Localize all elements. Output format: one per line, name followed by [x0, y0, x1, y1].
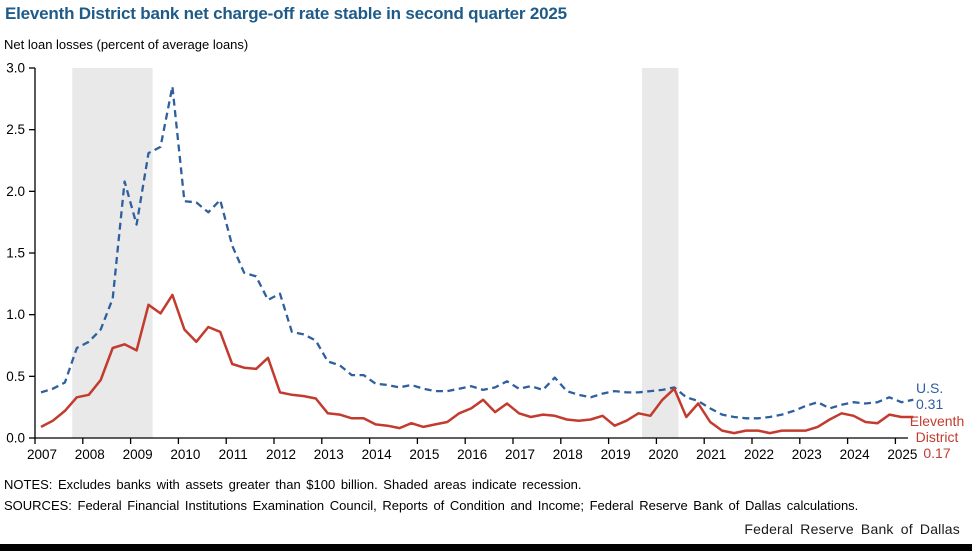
- x-tick-label: 2023: [792, 447, 822, 462]
- sources-text: SOURCES: Federal Financial Institutions …: [4, 498, 859, 513]
- notes-text: NOTES: Excludes banks with assets greate…: [4, 477, 582, 492]
- district-series-name-1: Eleventh: [909, 413, 965, 429]
- footer-org-name: Federal Reserve Bank of Dallas: [744, 521, 960, 537]
- x-tick-label: 2008: [75, 447, 105, 462]
- y-tick-label: 0.5: [6, 369, 25, 384]
- axis-units-label: Net loan losses (percent of average loan…: [4, 37, 249, 52]
- x-tick-label: 2012: [266, 447, 296, 462]
- x-tick-label: 2014: [362, 447, 393, 462]
- us-line: [40, 85, 914, 420]
- eleventh-district-end-label: Eleventh District 0.17: [903, 413, 971, 461]
- x-tick-label: 2007: [27, 447, 57, 462]
- us-series-value: 0.31: [916, 396, 944, 412]
- eleventh-district-line: [40, 293, 914, 435]
- x-tick-label: 2020: [648, 447, 678, 462]
- x-tick-label: 2017: [505, 447, 535, 462]
- x-tick-label: 2013: [314, 447, 344, 462]
- y-tick-label: 3.0: [6, 61, 25, 76]
- x-tick-label: 2018: [553, 447, 583, 462]
- x-tick-label: 2025: [887, 447, 917, 462]
- y-tick-label: 2.5: [6, 122, 25, 137]
- y-tick-label: 1.0: [6, 307, 25, 322]
- x-tick-label: 2021: [696, 447, 726, 462]
- y-tick-label: 0.0: [6, 431, 25, 446]
- y-tick-label: 2.0: [6, 184, 25, 199]
- x-tick-label: 2019: [601, 447, 631, 462]
- x-tick-label: 2022: [744, 447, 774, 462]
- recession-band: [72, 68, 153, 438]
- district-series-name-2: District: [915, 429, 959, 445]
- district-series-value: 0.17: [923, 445, 951, 461]
- x-tick-label: 2009: [123, 447, 153, 462]
- x-tick-label: 2016: [457, 447, 487, 462]
- us-series-end-label: U.S. 0.31: [916, 380, 943, 412]
- footer-bar: [0, 544, 972, 551]
- net-charge-off-chart: 0.0 0.5 1.0 1.5 2.0 2.5 3.0 2007 2008 2009 2010 201…: [6, 61, 917, 463]
- us-series-name: U.S.: [916, 380, 944, 396]
- y-tick-label: 1.5: [6, 246, 25, 261]
- x-tick-label: 2015: [409, 447, 439, 462]
- page-title: Eleventh District bank net charge-off ra…: [5, 4, 567, 23]
- recession-band: [642, 68, 679, 438]
- x-tick-label: 2011: [219, 447, 248, 462]
- x-tick-label: 2024: [840, 447, 871, 462]
- x-tick-label: 2010: [170, 447, 200, 462]
